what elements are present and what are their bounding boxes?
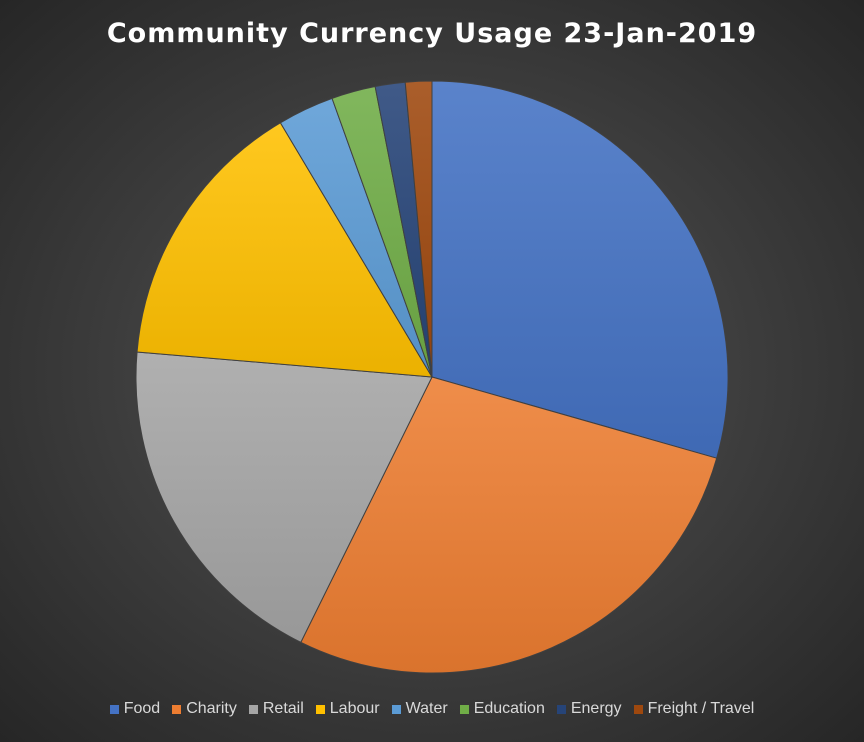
pie-slice-retail [135,351,433,644]
legend: Food Charity Retail Labour Water Education Ene… [0,700,864,718]
legend-label-labour: Labour [329,700,380,717]
legend-item-retail: Retail [248,700,304,718]
legend-item-charity: Charity [172,700,237,718]
pie-slice-charity [300,376,718,674]
pie-slices [135,80,729,674]
legend-item-water: Water [391,700,448,718]
legend-swatch-charity [172,704,182,714]
legend-label-water: Water [405,700,448,717]
legend-item-energy: Energy [556,700,622,718]
legend-item-food: Food [109,700,161,718]
legend-swatch-retail [248,704,258,714]
pie-slice-food [431,80,729,459]
legend-swatch-food [109,704,119,714]
legend-swatch-water [391,704,401,714]
legend-label-education: Education [473,700,545,717]
legend-item-education: Education [459,700,545,718]
legend-swatch-labour [315,704,325,714]
legend-label-retail: Retail [262,700,304,717]
legend-label-energy: Energy [570,700,622,717]
pie-slice-labour [136,122,433,378]
legend-swatch-education [459,704,469,714]
legend-item-freight-travel: Freight / Travel [633,700,755,718]
pie-slice-freight-travel [404,80,433,378]
legend-swatch-energy [556,704,566,714]
chart-title: Community Currency Usage 23-Jan-2019 [106,18,758,49]
legend-label-food: Food [123,700,161,717]
legend-item-labour: Labour [315,700,380,718]
legend-label-freight-travel: Freight / Travel [647,700,755,717]
legend-label-charity: Charity [186,700,237,717]
legend-swatch-freight-travel [633,704,643,714]
